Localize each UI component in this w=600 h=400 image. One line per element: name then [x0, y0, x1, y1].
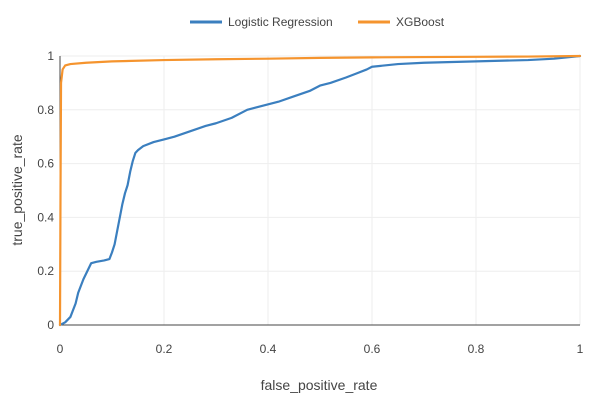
y-tick-label: 0	[47, 318, 54, 332]
x-tick-label: 0.6	[364, 342, 381, 356]
x-axis-title: false_positive_rate	[261, 377, 378, 393]
x-tick-label: 0.8	[468, 342, 485, 356]
y-tick-label: 0.6	[37, 157, 54, 171]
legend-item-logistic-regression[interactable]: Logistic Regression	[190, 15, 333, 29]
legend-label-logistic-regression: Logistic Regression	[228, 15, 333, 29]
x-tick-label: 1	[577, 342, 584, 356]
tick-labels: 0 0.2 0.4 0.6 0.8 1 0 0.2 0.4 0.6 0.8 1	[37, 49, 583, 356]
x-tick-label: 0.4	[260, 342, 277, 356]
legend: Logistic Regression XGBoost	[190, 15, 445, 29]
y-tick-label: 1	[47, 49, 54, 63]
y-tick-label: 0.2	[37, 264, 54, 278]
y-tick-label: 0.4	[37, 210, 54, 224]
series-line-xgboost	[58, 54, 582, 327]
legend-item-xgboost[interactable]: XGBoost	[358, 15, 445, 29]
x-tick-label: 0.2	[156, 342, 173, 356]
gridlines	[60, 55, 581, 325]
legend-label-xgboost: XGBoost	[396, 15, 445, 29]
series-line-logistic-regression	[58, 54, 582, 327]
x-tick-label: 0	[57, 342, 64, 356]
y-axis-title: true_positive_rate	[9, 134, 25, 246]
axes	[59, 56, 580, 326]
y-tick-label: 0.8	[37, 103, 54, 117]
plot-area	[58, 54, 582, 327]
